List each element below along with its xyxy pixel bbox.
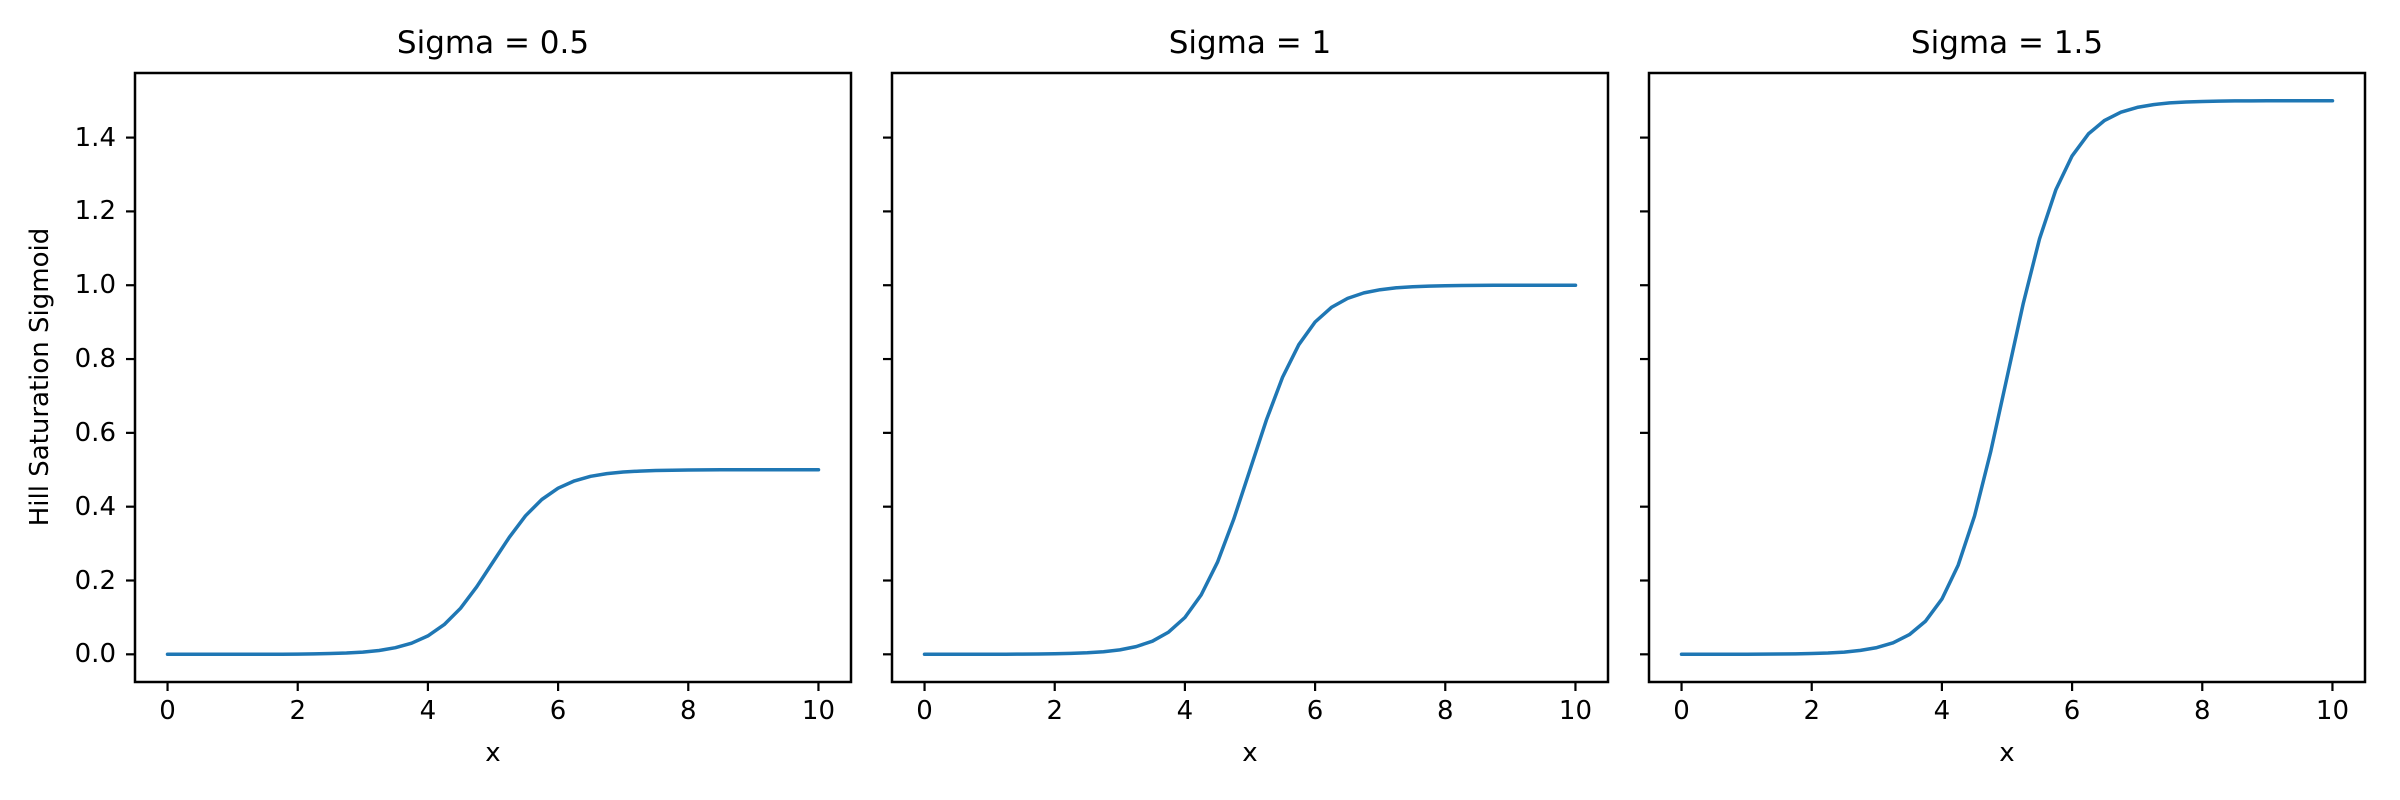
subplot-2-title: Sigma = 1 xyxy=(1168,25,1332,61)
sigmoid-curve-2 xyxy=(922,283,1578,657)
subplot-2-border xyxy=(890,71,1610,684)
y-tick-label: 1.4 xyxy=(74,122,116,153)
subplot-1-title: Sigma = 0.5 xyxy=(396,25,590,61)
subplot-3-x-tick-label: 10 xyxy=(2315,696,2349,726)
subplot-3-x-tick-label: 2 xyxy=(1803,696,1820,726)
subplot-1-x-tick-label: 4 xyxy=(419,696,437,726)
subplot-3-x-tick-label: 6 xyxy=(2063,696,2081,726)
subplot-3-border xyxy=(1647,71,2367,684)
subplot-1-x-axis-label: x xyxy=(485,738,501,768)
subplot-3-title: Sigma = 1.5 xyxy=(1910,25,2104,61)
subplot-2-x-tick-label: 4 xyxy=(1176,696,1194,726)
subplot-1-x-tick-label: 10 xyxy=(801,696,835,726)
subplot-2-x-tick-label: 8 xyxy=(1436,696,1454,726)
subplot-1-x-tick-label: 0 xyxy=(159,696,176,726)
subplot-3-x-tick-label: 4 xyxy=(1933,696,1951,726)
y-tick-label: 0.2 xyxy=(74,565,116,596)
subplot-3-x-tick-label: 0 xyxy=(1673,696,1690,726)
y-tick-label: 0.6 xyxy=(74,417,116,448)
subplot-2-x-tick-label: 2 xyxy=(1046,696,1063,726)
sigmoid-curve-3 xyxy=(1679,98,2335,657)
subplot-2-x-tick-label: 10 xyxy=(1558,696,1592,726)
subplot-3-x-tick-label: 8 xyxy=(2193,696,2211,726)
y-tick-label: 0.8 xyxy=(74,344,116,375)
sigmoid-curve-1 xyxy=(165,468,821,657)
subplot-3-x-axis-label: x xyxy=(1999,738,2015,768)
subplot-1-x-tick-label: 6 xyxy=(549,696,567,726)
subplot-1-x-tick-label: 8 xyxy=(679,696,697,726)
y-tick-label: 0.0 xyxy=(74,639,116,670)
y-tick-label: 0.4 xyxy=(74,491,116,522)
subplot-2-x-tick-label: 0 xyxy=(916,696,933,726)
subplot-1-x-tick-label: 2 xyxy=(289,696,306,726)
subplot-1-border xyxy=(133,71,853,684)
subplot-2-x-tick-label: 6 xyxy=(1306,696,1324,726)
y-tick-label: 1.2 xyxy=(74,196,116,227)
y-tick-label: 1.0 xyxy=(74,270,116,301)
subplot-2-x-axis-label: x xyxy=(1242,738,1258,768)
